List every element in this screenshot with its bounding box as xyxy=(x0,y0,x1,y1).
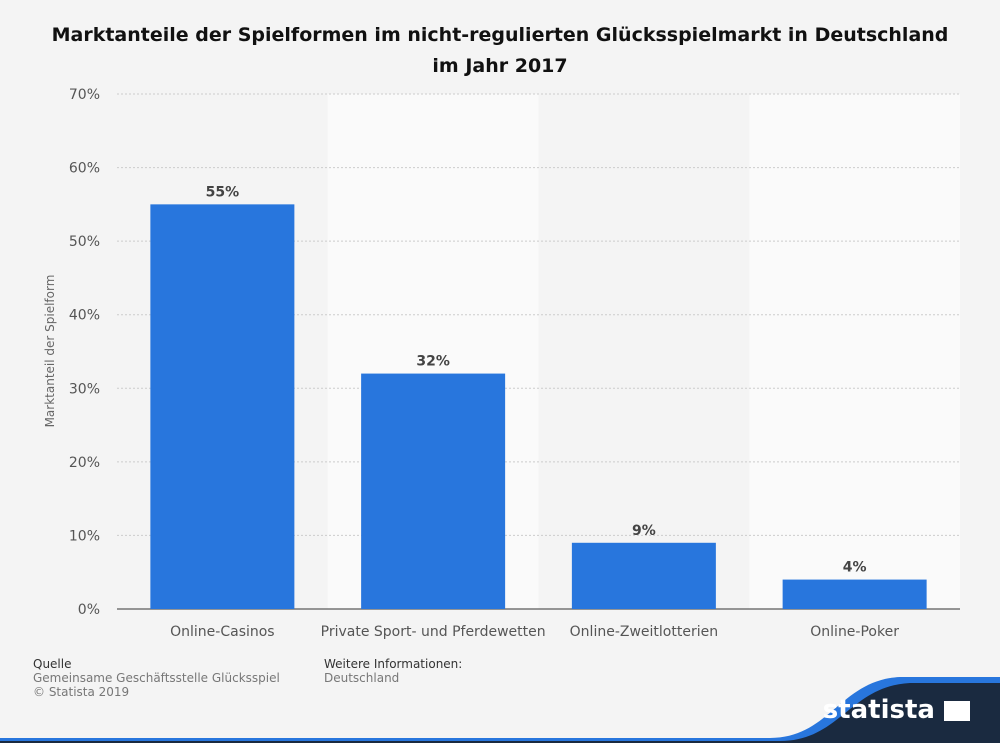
source-label: Quelle xyxy=(33,657,72,671)
bar xyxy=(782,579,927,609)
statista-logo: statista xyxy=(823,695,970,725)
title-line-2: im Jahr 2017 xyxy=(432,55,568,77)
x-tick-label: Online-Casinos xyxy=(170,624,274,640)
bar xyxy=(150,204,295,609)
x-tick-label: Online-Poker xyxy=(810,624,899,640)
source-text: Gemeinsame Geschäftsstelle Glücksspiel xyxy=(33,671,280,685)
y-tick-label: 30% xyxy=(69,381,100,397)
data-label: 55% xyxy=(206,184,240,200)
plot-band xyxy=(749,94,960,609)
data-label: 9% xyxy=(632,523,656,539)
footer-band xyxy=(0,683,1000,743)
x-tick-label: Private Sport- und Pferdewetten xyxy=(321,624,546,640)
plot-band xyxy=(538,94,750,609)
info-text: Deutschland xyxy=(324,671,400,685)
copyright: © Statista 2019 xyxy=(33,685,130,699)
y-tick-label: 70% xyxy=(69,87,100,103)
title-line-1: Marktanteile der Spielformen im nicht-re… xyxy=(51,24,949,46)
bar xyxy=(571,542,716,609)
y-tick-label: 40% xyxy=(69,308,100,324)
y-tick-label: 20% xyxy=(69,455,100,471)
y-tick-label: 60% xyxy=(69,161,100,177)
x-tick-label: Online-Zweitlotterien xyxy=(570,624,718,640)
y-tick-label: 50% xyxy=(69,234,100,250)
chart-title: Marktanteile der Spielformen im nicht-re… xyxy=(0,20,1000,82)
info-label: Weitere Informationen: xyxy=(324,657,463,671)
y-tick-label: 0% xyxy=(78,602,100,618)
data-label: 32% xyxy=(416,354,450,370)
y-axis-label: Marktanteil der Spielform xyxy=(43,275,57,428)
data-label: 4% xyxy=(843,560,867,576)
info-block: Weitere Informationen: Deutschland xyxy=(324,657,462,685)
y-tick-label: 10% xyxy=(69,528,100,544)
source-block: Quelle Gemeinsame Geschäftsstelle Glücks… xyxy=(33,657,280,699)
bar xyxy=(361,373,506,609)
